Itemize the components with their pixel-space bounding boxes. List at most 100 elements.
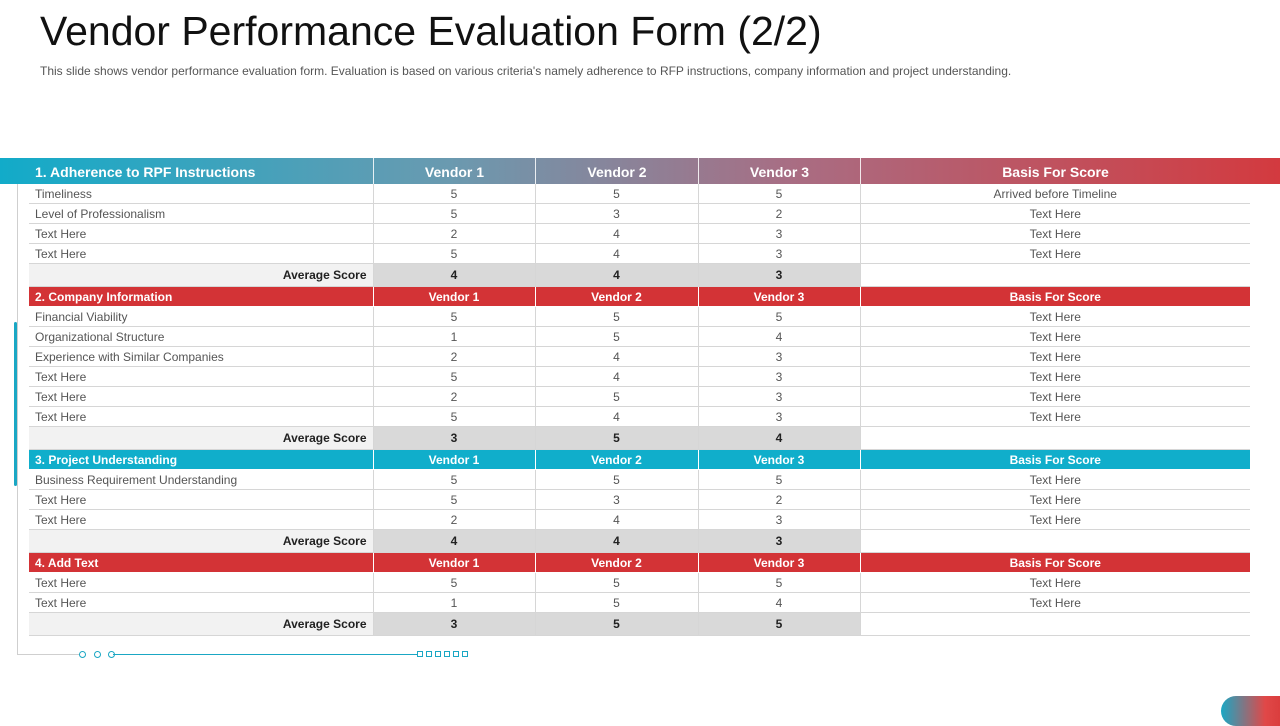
criterion-label: Text Here — [29, 592, 373, 613]
table-row: Organizational Structure 1 5 4 Text Here — [29, 326, 1250, 347]
vendor2-average: 4 — [534, 263, 698, 287]
decorative-square — [444, 651, 450, 657]
table-header-banner: 1. Adherence to RPF Instructions Vendor … — [0, 158, 1280, 184]
basis-for-score: Text Here — [859, 592, 1250, 613]
basis-for-score: Text Here — [859, 509, 1250, 530]
vendor1-score: 2 — [372, 386, 535, 407]
banner-divider — [698, 158, 699, 184]
vendor3-score: 3 — [697, 509, 860, 530]
section-vendor3-heading: Vendor 3 — [697, 286, 860, 307]
banner-divider — [373, 158, 374, 184]
vendor3-average: 5 — [697, 612, 860, 636]
vendor3-score: 2 — [697, 203, 860, 224]
vendor3-score: 3 — [697, 223, 860, 244]
vendor3-score: 2 — [697, 489, 860, 510]
vendor2-average: 5 — [534, 426, 698, 450]
average-basis-blank — [859, 612, 1250, 636]
section-title: 2. Company Information — [29, 286, 373, 307]
section-title: 3. Project Understanding — [29, 449, 373, 470]
vendor2-score: 5 — [534, 184, 698, 204]
decorative-circle — [94, 651, 101, 658]
vendor3-score: 4 — [697, 592, 860, 613]
banner-divider — [860, 158, 861, 184]
vendor3-average: 3 — [697, 529, 860, 553]
vendor2-score: 5 — [534, 386, 698, 407]
vendor2-score: 4 — [534, 406, 698, 427]
section-vendor2-heading: Vendor 2 — [534, 286, 698, 307]
table-row: Text Here 5 3 2 Text Here — [29, 489, 1250, 510]
criterion-label: Text Here — [29, 509, 373, 530]
vendor3-score: 5 — [697, 306, 860, 327]
vendor3-score: 3 — [697, 366, 860, 387]
table-row: Text Here 2 4 3 Text Here — [29, 509, 1250, 530]
vendor2-score: 5 — [534, 592, 698, 613]
criterion-label: Text Here — [29, 386, 373, 407]
vendor2-score: 3 — [534, 203, 698, 224]
basis-for-score: Arrived before Timeline — [859, 184, 1250, 204]
average-score-row: Average Score 4 4 3 — [29, 263, 1250, 287]
table-row: Experience with Similar Companies 2 4 3 Text… — [29, 346, 1250, 367]
average-score-label: Average Score — [29, 263, 373, 287]
criterion-label: Text Here — [29, 366, 373, 387]
vendor3-score: 3 — [697, 406, 860, 427]
basis-for-score: Text Here — [859, 489, 1250, 510]
slide-title: Vendor Performance Evaluation Form (2/2) — [40, 8, 822, 54]
vendor1-score: 1 — [372, 326, 535, 347]
basis-for-score: Text Here — [859, 346, 1250, 367]
vendor3-score: 4 — [697, 326, 860, 347]
basis-for-score: Text Here — [859, 306, 1250, 327]
vendor1-score: 5 — [372, 489, 535, 510]
criterion-label: Level of Professionalism — [29, 203, 373, 224]
basis-for-score: Text Here — [859, 223, 1250, 244]
decorative-bottom-accent — [113, 654, 418, 655]
vendor1-average: 4 — [372, 263, 535, 287]
vendor1-score: 5 — [372, 203, 535, 224]
vendor3-score: 3 — [697, 346, 860, 367]
vendor1-score: 2 — [372, 223, 535, 244]
table-row: Text Here 5 5 5 Text Here — [29, 572, 1250, 593]
average-score-row: Average Score 3 5 4 — [29, 426, 1250, 450]
vendor2-score: 4 — [534, 509, 698, 530]
vendor2-score: 5 — [534, 572, 698, 593]
decorative-square — [426, 651, 432, 657]
section-basis-heading: Basis For Score — [859, 552, 1250, 573]
table-row: Timeliness 5 5 5 Arrived before Timeline — [29, 184, 1250, 204]
vendor1-average: 3 — [372, 426, 535, 450]
basis-for-score: Text Here — [859, 203, 1250, 224]
decorative-circle — [79, 651, 86, 658]
decorative-square — [453, 651, 459, 657]
criterion-label: Text Here — [29, 572, 373, 593]
vendor3-score: 3 — [697, 243, 860, 264]
vendor2-score: 4 — [534, 346, 698, 367]
section-title: 4. Add Text — [29, 552, 373, 573]
table-row: Level of Professionalism 5 3 2 Text Here — [29, 203, 1250, 224]
section-vendor1-heading: Vendor 1 — [372, 552, 535, 573]
evaluation-table: Timeliness 5 5 5 Arrived before Timeline Leve… — [29, 184, 1250, 636]
criterion-label: Financial Viability — [29, 306, 373, 327]
section-vendor3-heading: Vendor 3 — [697, 552, 860, 573]
vendor3-score: 3 — [697, 386, 860, 407]
basis-for-score: Text Here — [859, 243, 1250, 264]
average-basis-blank — [859, 426, 1250, 450]
vendor1-score: 2 — [372, 346, 535, 367]
vendor1-score: 1 — [372, 592, 535, 613]
criterion-label: Organizational Structure — [29, 326, 373, 347]
decorative-square — [417, 651, 423, 657]
banner-basis: Basis For Score — [1002, 164, 1109, 180]
vendor1-average: 3 — [372, 612, 535, 636]
table-row: Text Here 5 4 3 Text Here — [29, 243, 1250, 264]
average-score-label: Average Score — [29, 612, 373, 636]
average-score-label: Average Score — [29, 529, 373, 553]
decorative-left-accent — [14, 322, 17, 486]
banner-section-title: 1. Adherence to RPF Instructions — [35, 164, 256, 180]
vendor1-average: 4 — [372, 529, 535, 553]
average-score-label: Average Score — [29, 426, 373, 450]
section-vendor1-heading: Vendor 1 — [372, 286, 535, 307]
vendor2-score: 4 — [534, 243, 698, 264]
vendor1-score: 5 — [372, 572, 535, 593]
vendor2-average: 4 — [534, 529, 698, 553]
slide-subtitle: This slide shows vendor performance eval… — [40, 64, 1012, 78]
section-vendor1-heading: Vendor 1 — [372, 449, 535, 470]
decorative-square — [435, 651, 441, 657]
average-basis-blank — [859, 529, 1250, 553]
